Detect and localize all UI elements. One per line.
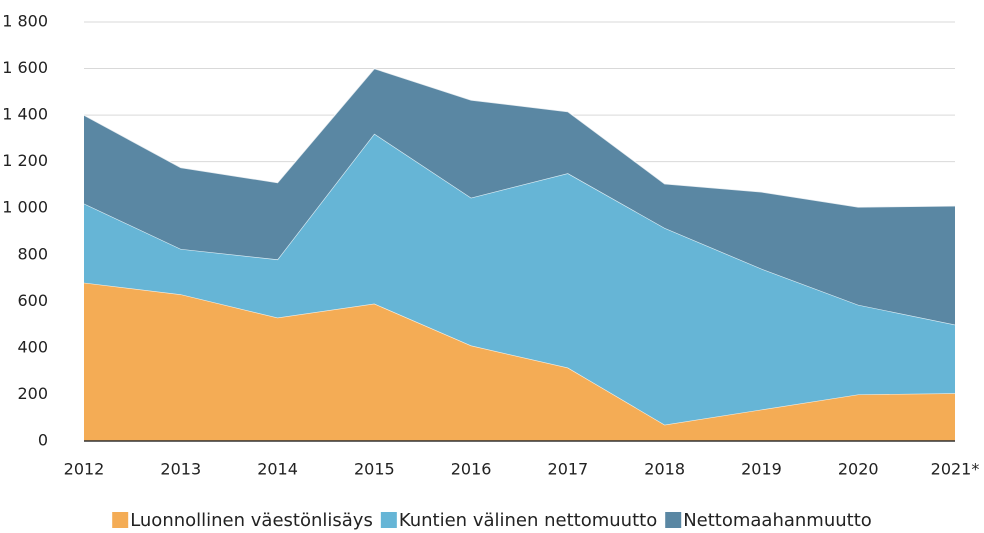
legend-label: Luonnollinen väestönlisäys: [130, 510, 373, 531]
x-tick-label: 2013: [160, 460, 201, 479]
area: [84, 282, 955, 441]
legend-label: Nettomaahanmuutto: [683, 510, 872, 531]
area: [84, 133, 955, 425]
x-tick-label: 2021*: [931, 460, 980, 479]
x-tick-label: 2020: [838, 460, 879, 479]
x-tick-label: 2015: [354, 460, 395, 479]
x-tick-label: 2019: [741, 460, 782, 479]
y-tick-label: 1 600: [2, 58, 48, 77]
y-tick-label: 400: [17, 337, 48, 356]
x-tick-label: 2017: [548, 460, 589, 479]
legend-swatch: [665, 512, 682, 528]
x-tick-label: 2018: [644, 460, 685, 479]
legend-swatch: [380, 512, 397, 528]
x-tick-label: 2014: [257, 460, 298, 479]
y-tick-label: 0: [38, 431, 48, 450]
x-tick-label: 2016: [451, 460, 492, 479]
legend-label: Kuntien välinen nettomuutto: [399, 510, 657, 531]
y-tick-label: 1 400: [2, 105, 48, 124]
y-tick-label: 600: [17, 291, 48, 310]
y-tick-label: 1 200: [2, 151, 48, 170]
y-tick-label: 1 800: [2, 12, 48, 31]
x-tick-label: 2012: [64, 460, 105, 479]
y-tick-label: 200: [17, 384, 48, 403]
area: [84, 68, 955, 325]
legend-swatch: [112, 512, 129, 528]
y-tick-label: 1 000: [2, 198, 48, 217]
y-tick-label: 800: [17, 244, 48, 263]
area-edge: [83, 67, 956, 208]
